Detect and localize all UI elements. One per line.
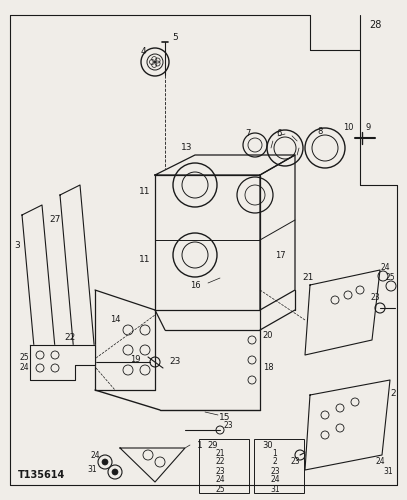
Text: 25: 25 bbox=[385, 274, 395, 282]
Text: 28: 28 bbox=[369, 20, 381, 30]
Text: 3: 3 bbox=[14, 240, 20, 250]
Text: 19: 19 bbox=[130, 356, 140, 364]
Text: 7: 7 bbox=[245, 130, 251, 138]
Circle shape bbox=[112, 469, 118, 475]
Text: 23: 23 bbox=[215, 466, 225, 475]
Text: 23: 23 bbox=[370, 294, 380, 302]
Text: 5: 5 bbox=[172, 34, 178, 42]
Polygon shape bbox=[155, 155, 295, 175]
Text: 25: 25 bbox=[215, 484, 225, 494]
Text: 9: 9 bbox=[365, 124, 371, 132]
Text: 24: 24 bbox=[19, 364, 29, 372]
Text: 23: 23 bbox=[223, 422, 233, 430]
Polygon shape bbox=[22, 205, 57, 380]
Text: 22: 22 bbox=[64, 334, 76, 342]
Text: 29: 29 bbox=[208, 440, 218, 450]
Text: 21: 21 bbox=[215, 448, 225, 458]
Text: 21: 21 bbox=[302, 274, 314, 282]
Text: 22: 22 bbox=[215, 458, 225, 466]
Text: 23: 23 bbox=[169, 358, 181, 366]
Text: 20: 20 bbox=[263, 330, 273, 340]
Text: 23: 23 bbox=[290, 458, 300, 466]
Text: 24: 24 bbox=[375, 458, 385, 466]
Polygon shape bbox=[30, 345, 95, 380]
Text: 24: 24 bbox=[215, 476, 225, 484]
Text: 16: 16 bbox=[190, 280, 200, 289]
Text: 18: 18 bbox=[263, 364, 274, 372]
Text: 24: 24 bbox=[270, 476, 280, 484]
Text: 15: 15 bbox=[219, 414, 231, 422]
Text: 1: 1 bbox=[197, 440, 203, 450]
Text: 10: 10 bbox=[343, 124, 353, 132]
Polygon shape bbox=[155, 175, 260, 310]
Text: 6: 6 bbox=[276, 128, 282, 138]
Text: 31: 31 bbox=[87, 464, 97, 473]
Text: 11: 11 bbox=[139, 256, 151, 264]
Text: 23: 23 bbox=[270, 466, 280, 475]
Polygon shape bbox=[305, 270, 380, 355]
Text: 17: 17 bbox=[275, 250, 285, 260]
Text: 27: 27 bbox=[49, 216, 61, 224]
Text: 31: 31 bbox=[383, 468, 393, 476]
Text: 31: 31 bbox=[270, 484, 280, 494]
Polygon shape bbox=[120, 448, 185, 482]
Text: 11: 11 bbox=[139, 188, 151, 196]
Text: 1: 1 bbox=[273, 448, 278, 458]
Text: 30: 30 bbox=[263, 440, 274, 450]
Text: 24: 24 bbox=[90, 450, 100, 460]
Text: 25: 25 bbox=[19, 352, 29, 362]
Polygon shape bbox=[60, 185, 95, 365]
Text: 8: 8 bbox=[317, 126, 323, 136]
Text: 24: 24 bbox=[380, 264, 390, 272]
Circle shape bbox=[102, 459, 108, 465]
Text: 2: 2 bbox=[273, 458, 278, 466]
Polygon shape bbox=[260, 155, 295, 310]
Text: T135614: T135614 bbox=[18, 470, 65, 480]
Text: 2: 2 bbox=[390, 388, 396, 398]
Text: 4: 4 bbox=[140, 48, 146, 56]
Polygon shape bbox=[305, 380, 390, 470]
Text: 13: 13 bbox=[181, 144, 193, 152]
Text: 14: 14 bbox=[110, 316, 120, 324]
